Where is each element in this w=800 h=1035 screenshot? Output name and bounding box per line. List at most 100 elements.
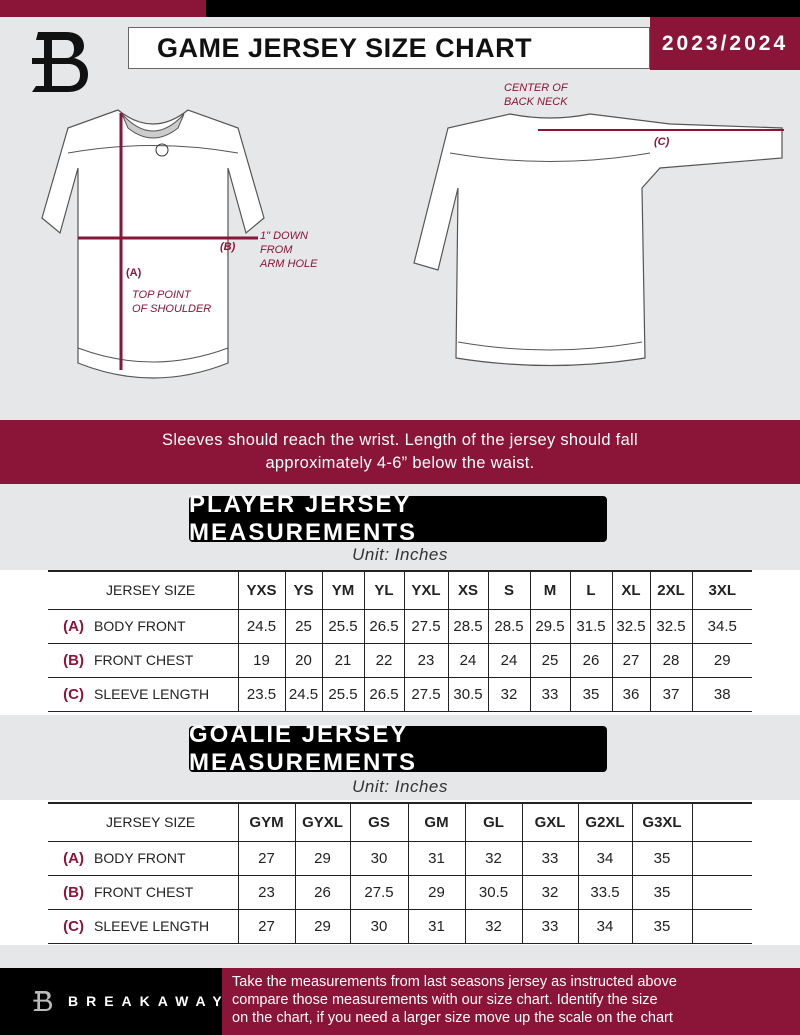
row-name: FRONT CHEST — [94, 883, 194, 900]
measurement-cell: 27.5 — [349, 875, 408, 909]
jersey-back-diagram — [413, 113, 784, 367]
measurement-cell: 19 — [237, 643, 285, 677]
footer-line: Take the measurements from last seasons … — [232, 974, 677, 990]
measurement-cell: 27.5 — [403, 609, 448, 643]
measurement-cell: 26.5 — [363, 609, 404, 643]
size-header: YXS — [237, 571, 285, 609]
goalie-table: JERSEY SIZE GYM GYXL GS GM GL GXL G2XL G3XL (A) BO… — [48, 802, 752, 944]
row-name: SLEEVE LENGTH — [94, 917, 210, 934]
measurement-cell: 20 — [284, 643, 322, 677]
instruction-banner: Sleeves should reach the wrist. Length o… — [0, 420, 800, 484]
size-header — [691, 803, 752, 841]
measurement-cell: 26.5 — [363, 677, 404, 711]
measurement-cell: 35 — [631, 909, 692, 943]
label-a: (A) — [126, 267, 142, 279]
size-header: GM — [407, 803, 465, 841]
measurement-cell: 27.5 — [403, 677, 448, 711]
note-a: TOP POINT OF SHOULDER — [132, 289, 212, 315]
size-header: G3XL — [631, 803, 692, 841]
measurement-cell — [691, 875, 752, 909]
size-header: YL — [363, 571, 404, 609]
measurement-cell: 33 — [521, 909, 578, 943]
measurement-cell: 29 — [691, 643, 752, 677]
instruction-line: approximately 4-6” below the waist. — [265, 454, 535, 472]
measurement-cell: 36 — [611, 677, 650, 711]
jersey-front-diagram — [41, 109, 265, 379]
size-header: GS — [349, 803, 408, 841]
row-label: (B) FRONT CHEST — [48, 643, 238, 677]
top-black-bar — [206, 0, 800, 17]
goalie-section-title: GOALIE JERSEY MEASUREMENTS — [189, 721, 607, 776]
measurement-cell: 32 — [464, 841, 522, 875]
row-label: (C) SLEEVE LENGTH — [48, 677, 238, 711]
measurement-cell: 35 — [631, 875, 692, 909]
measurement-cell: 21 — [321, 643, 364, 677]
size-header: M — [529, 571, 570, 609]
measurement-cell: 26 — [569, 643, 612, 677]
label-b: (B) — [220, 241, 236, 253]
label-c: (C) — [654, 136, 670, 148]
measurement-cell: 28 — [649, 643, 692, 677]
row-letter: (A) — [63, 617, 84, 635]
player-table: JERSEY SIZE YXS YS YM YL YXL XS S M L XL 2XL 3XL (A) B… — [48, 570, 752, 712]
brand-name: BREAKAWAY — [68, 993, 230, 1009]
measurement-cell: 30 — [349, 841, 408, 875]
row-letter: (B) — [63, 651, 84, 669]
measurement-cell: 29 — [294, 841, 350, 875]
row-label: (A) BODY FRONT — [48, 609, 238, 643]
measurement-cell: 30 — [349, 909, 408, 943]
note-c: CENTER OF BACK NECK — [504, 82, 568, 108]
measurement-cell: 24.5 — [284, 677, 322, 711]
top-accent-bar — [0, 0, 206, 17]
measurement-cell: 24 — [487, 643, 530, 677]
measurement-cell: 32 — [487, 677, 530, 711]
footer-line: compare those measurements with our size… — [232, 992, 658, 1008]
measurement-cell: 37 — [649, 677, 692, 711]
measurement-cell: 29 — [407, 875, 465, 909]
size-header: 3XL — [691, 571, 752, 609]
row-name: BODY FRONT — [94, 849, 186, 866]
measurement-cell: 32 — [521, 875, 578, 909]
size-header: YXL — [403, 571, 448, 609]
header-label: JERSEY SIZE — [106, 814, 196, 831]
size-header: 2XL — [649, 571, 692, 609]
measurement-cell: 30.5 — [464, 875, 522, 909]
size-header: GXL — [521, 803, 578, 841]
goalie-unit: Unit: Inches — [352, 777, 448, 796]
row-name: BODY FRONT — [94, 617, 186, 634]
table-row: (A) BODY FRONT 27 29 30 31 32 33 34 35 — [48, 841, 752, 875]
measurement-cell: 28.5 — [487, 609, 530, 643]
measurement-cell: 23 — [237, 875, 295, 909]
measurement-cell: 31.5 — [569, 609, 612, 643]
measurement-cell: 31 — [407, 909, 465, 943]
measurement-cell: 23.5 — [237, 677, 285, 711]
table-row: (C) SLEEVE LENGTH 27 29 30 31 32 33 34 35 — [48, 909, 752, 943]
measurement-cell: 22 — [363, 643, 404, 677]
row-label: (C) SLEEVE LENGTH — [48, 909, 238, 943]
measurement-cell: 24.5 — [237, 609, 285, 643]
row-letter: (C) — [63, 917, 84, 935]
breakaway-logo-icon — [32, 32, 88, 92]
measurement-cell: 27 — [237, 841, 295, 875]
measurement-cell: 34.5 — [691, 609, 752, 643]
measurement-cell: 35 — [569, 677, 612, 711]
size-header: XL — [611, 571, 650, 609]
measurement-cell: 34 — [577, 841, 632, 875]
row-letter: (C) — [63, 685, 84, 703]
measurement-cell — [691, 841, 752, 875]
row-label: (A) BODY FRONT — [48, 841, 238, 875]
footer-line: on the chart, if you need a larger size … — [232, 1010, 673, 1026]
measurement-cell: 32.5 — [611, 609, 650, 643]
measurement-cell: 28.5 — [447, 609, 488, 643]
header-label: JERSEY SIZE — [106, 582, 196, 599]
measurement-cell: 29.5 — [529, 609, 570, 643]
measurement-cell: 25 — [529, 643, 570, 677]
measurement-cell: 25 — [284, 609, 322, 643]
footer-instructions: Take the measurements from last seasons … — [222, 968, 800, 1035]
table-row: (B) FRONT CHEST 23 26 27.5 29 30.5 32 33.5 35 — [48, 875, 752, 909]
page-title: GAME JERSEY SIZE CHART — [128, 27, 650, 69]
season-badge: 2023/2024 — [650, 17, 800, 70]
measurement-cell: 27 — [237, 909, 295, 943]
player-unit: Unit: Inches — [352, 545, 448, 564]
measurement-cell: 35 — [631, 841, 692, 875]
